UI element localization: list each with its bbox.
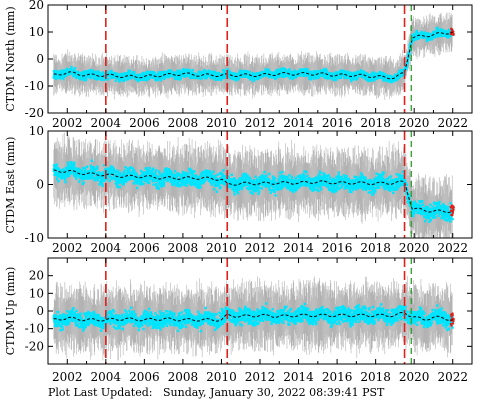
x-tick-label: 2004 xyxy=(91,370,122,384)
x-tick-label: 2004 xyxy=(91,116,122,130)
x-tick-label: 2014 xyxy=(283,370,314,384)
x-tick-label: 2010 xyxy=(206,370,237,384)
x-tick-label: 2008 xyxy=(168,370,199,384)
trend-line xyxy=(53,31,453,80)
x-tick-label: 2002 xyxy=(52,241,83,255)
y-axis-label: CTDM East (mm) xyxy=(4,137,17,234)
y-tick-label: 20 xyxy=(29,269,44,283)
x-tick-label: 2018 xyxy=(360,116,391,130)
y-tick-label: 10 xyxy=(29,286,44,300)
x-tick-label: 2020 xyxy=(399,241,430,255)
x-tick-label: 2006 xyxy=(129,370,160,384)
trend-line xyxy=(53,169,453,213)
y-tick-label: -10 xyxy=(25,231,44,245)
y-tick-label: 20 xyxy=(29,0,44,12)
x-tick-label: 2018 xyxy=(360,241,391,255)
plot-area xyxy=(52,131,455,238)
y-tick-label: 10 xyxy=(29,124,44,138)
x-tick-label: 2016 xyxy=(322,370,353,384)
x-tick-label: 2012 xyxy=(245,116,276,130)
last-updated-label: Plot Last Updated: xyxy=(48,386,153,399)
x-tick-label: 2020 xyxy=(399,116,430,130)
x-tick-label: 2006 xyxy=(129,116,160,130)
y-tick-label: -20 xyxy=(25,106,44,120)
recent-points xyxy=(449,204,455,217)
x-tick-label: 2010 xyxy=(206,241,237,255)
y-tick-label: 10 xyxy=(29,25,44,39)
panel-2: 2002 2004 2006 2008 2010 2012 2014 2016 2018 2020… xyxy=(4,257,473,384)
x-tick-label: 2004 xyxy=(91,241,122,255)
x-tick-label: 2012 xyxy=(245,370,276,384)
x-tick-label: 2008 xyxy=(168,241,199,255)
last-updated-footer: Plot Last Updated: Sunday, January 30, 2… xyxy=(48,386,384,399)
x-tick-label: 2002 xyxy=(52,116,83,130)
x-tick-label: 2008 xyxy=(168,116,199,130)
y-tick-label: -10 xyxy=(25,322,44,336)
y-tick-label: 0 xyxy=(36,304,44,318)
x-tick-label: 2020 xyxy=(399,370,430,384)
x-tick-label: 2022 xyxy=(437,241,468,255)
y-axis-label: CTDM Up (mm) xyxy=(4,267,17,356)
data-points xyxy=(52,302,454,333)
x-tick-label: 2022 xyxy=(437,370,468,384)
data-points xyxy=(52,159,454,223)
x-tick-label: 2018 xyxy=(360,370,391,384)
y-tick-label: -20 xyxy=(25,339,44,353)
y-tick-label: 0 xyxy=(36,178,44,192)
x-tick-label: 2014 xyxy=(283,241,314,255)
y-axis-label: CTDM North (mm) xyxy=(4,6,17,111)
trend-line xyxy=(53,312,453,322)
plot-area xyxy=(52,258,455,364)
x-tick-label: 2002 xyxy=(52,370,83,384)
y-tick-label: 0 xyxy=(36,52,44,66)
panel-1: 2002 2004 2006 2008 2010 2012 2014 2016 2018 2020… xyxy=(4,124,473,255)
x-tick-label: 2022 xyxy=(437,116,468,130)
x-tick-label: 2012 xyxy=(245,241,276,255)
panel-0: 2002 2004 2006 2008 2010 2012 2014 2016 2018 2020… xyxy=(4,0,473,130)
x-tick-label: 2010 xyxy=(206,116,237,130)
x-tick-label: 2016 xyxy=(322,116,353,130)
error-bars xyxy=(53,12,453,100)
x-tick-label: 2006 xyxy=(129,241,160,255)
y-tick-label: -10 xyxy=(25,79,44,93)
x-tick-label: 2016 xyxy=(322,241,353,255)
last-updated-timestamp: Sunday, January 30, 2022 08:39:41 PST xyxy=(162,386,385,399)
plot-area xyxy=(52,5,455,113)
x-tick-label: 2014 xyxy=(283,116,314,130)
panels: 2002 2004 2006 2008 2010 2012 2014 2016 2018 2020… xyxy=(4,0,473,384)
